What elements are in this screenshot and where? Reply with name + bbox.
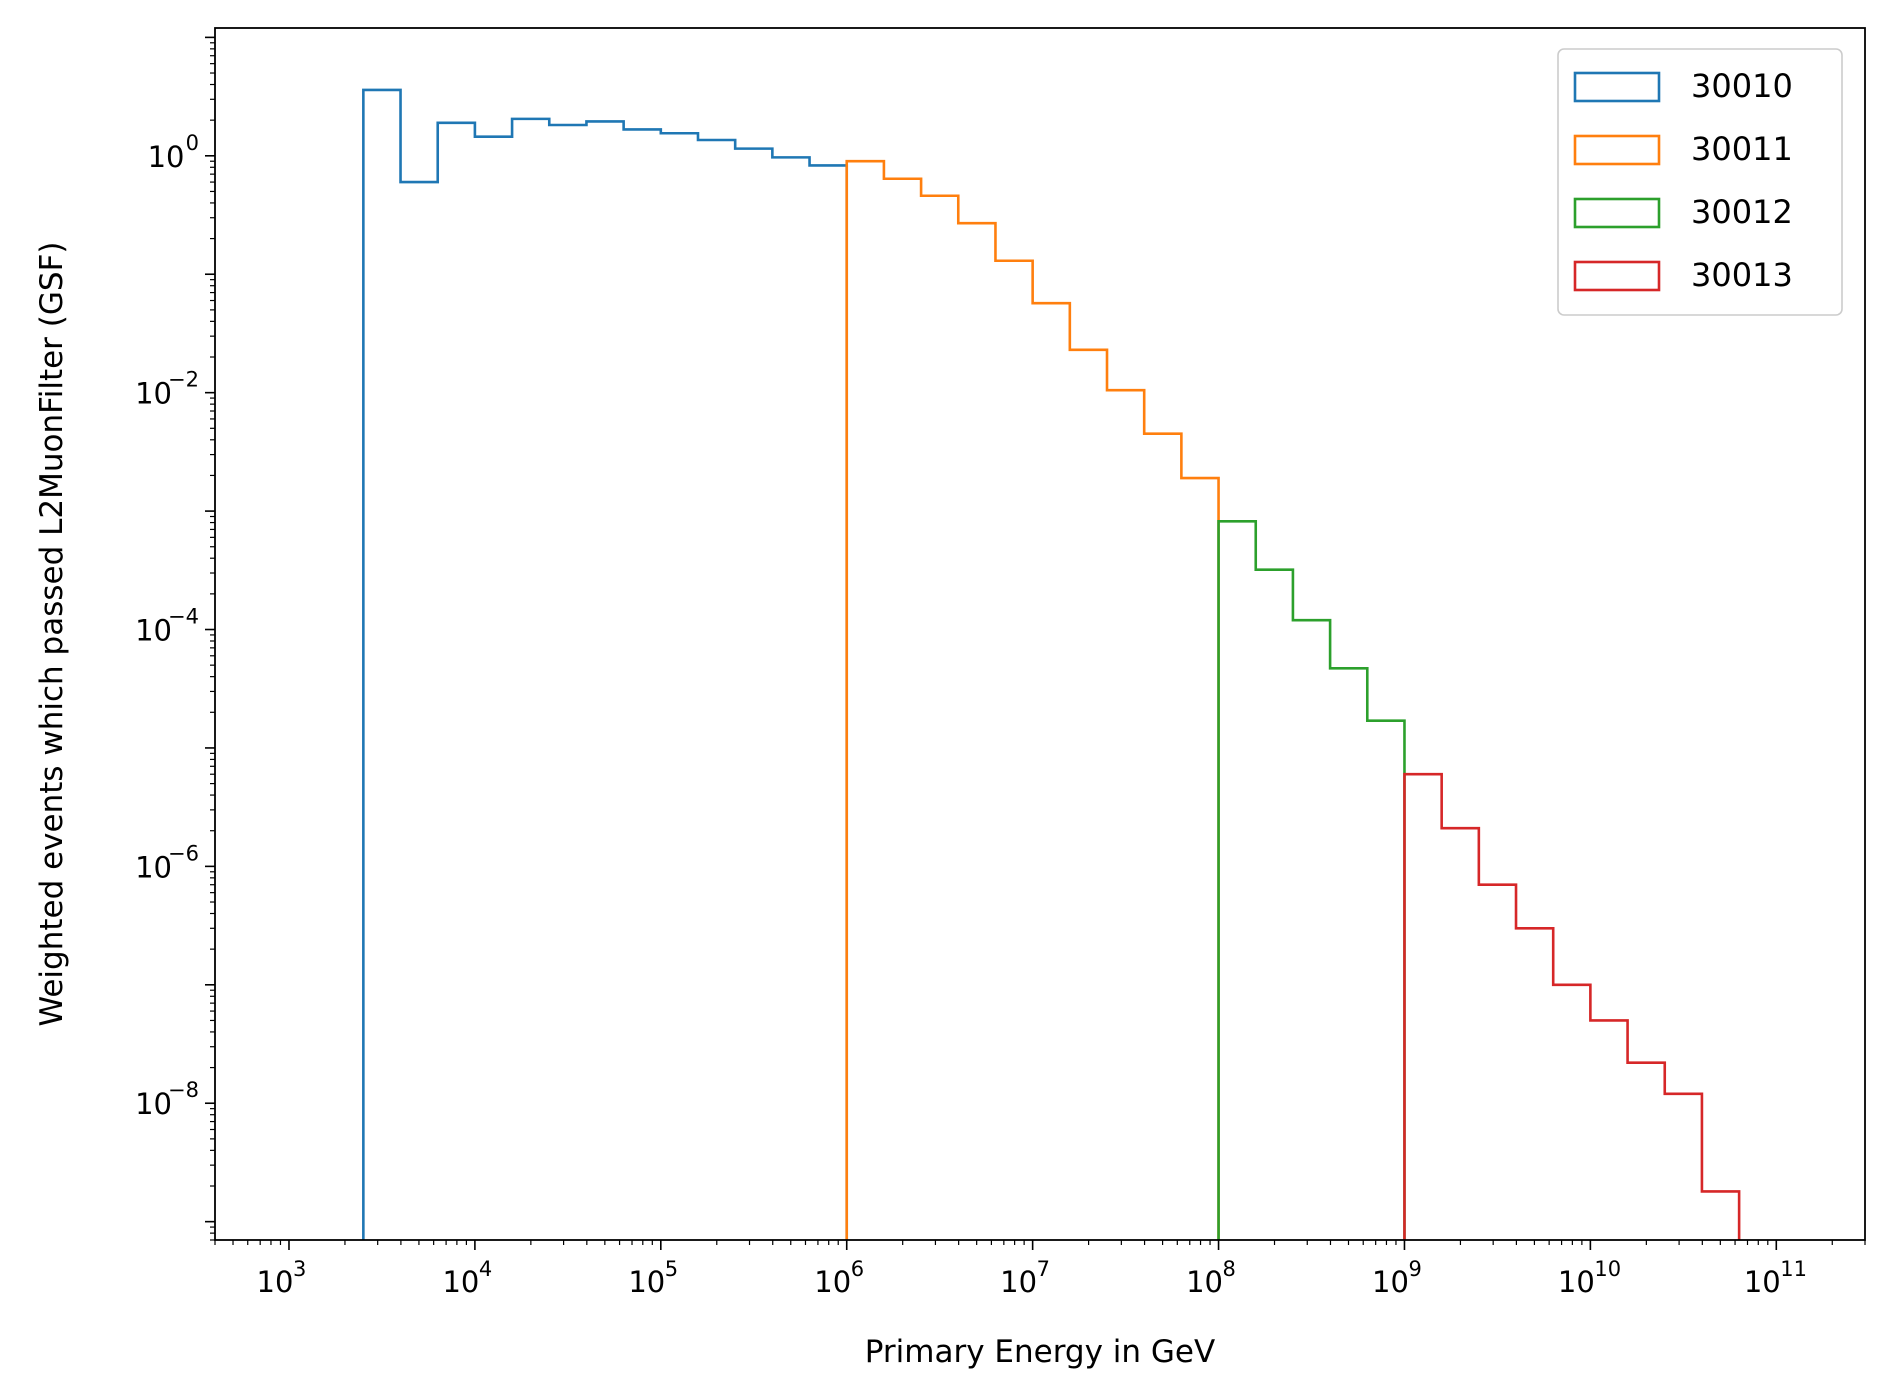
legend-swatch-30010 bbox=[1573, 71, 1661, 103]
x-tick-exponent: 11 bbox=[1780, 1257, 1807, 1281]
x-tick-label: 10 bbox=[1558, 1265, 1595, 1299]
x-tick-label: 10 bbox=[1000, 1265, 1037, 1299]
legend-label-30012: 30012 bbox=[1691, 193, 1793, 231]
plot-frame bbox=[214, 27, 1866, 1241]
legend-label-30013: 30013 bbox=[1691, 256, 1793, 294]
y-tick-label: 10 bbox=[135, 377, 172, 411]
x-tick-label: 10 bbox=[1372, 1265, 1409, 1299]
y-axis-label: Weighted events which passed L2MuonFilte… bbox=[34, 242, 70, 1027]
x-tick-exponent: 10 bbox=[1594, 1257, 1621, 1281]
series-30010-line bbox=[362, 88, 849, 1240]
y-tick-label: 10 bbox=[148, 140, 185, 174]
x-tick-label: 10 bbox=[628, 1265, 665, 1299]
legend-swatch-30012 bbox=[1573, 197, 1661, 229]
y-tick-exponent: −6 bbox=[168, 841, 199, 865]
x-tick-exponent: 4 bbox=[479, 1257, 492, 1281]
x-tick-label: 10 bbox=[257, 1265, 294, 1299]
x-tick-exponent: 5 bbox=[665, 1257, 678, 1281]
legend-label-30010: 30010 bbox=[1691, 67, 1793, 105]
x-tick-exponent: 6 bbox=[851, 1257, 864, 1281]
y-tick-exponent: −8 bbox=[168, 1078, 199, 1102]
legend-swatch-30011 bbox=[1573, 134, 1661, 166]
legend-box bbox=[1557, 48, 1843, 316]
legend-swatch-30013 bbox=[1573, 260, 1661, 292]
series-30012-line bbox=[1217, 520, 1406, 1240]
y-tick-label: 10 bbox=[135, 1087, 172, 1121]
x-axis-ticks: 10 3 10 4 10 5 10 6 10 7 10 8 10 9 10 10 10 11 bbox=[214, 1240, 1866, 1299]
y-tick-exponent: 0 bbox=[186, 131, 199, 155]
series-30011-line bbox=[845, 159, 1220, 1240]
y-tick-label: 10 bbox=[135, 614, 172, 648]
x-tick-label: 10 bbox=[1744, 1265, 1781, 1299]
y-tick-exponent: −2 bbox=[168, 368, 199, 392]
y-tick-exponent: −4 bbox=[168, 605, 199, 629]
x-tick-label: 10 bbox=[442, 1265, 479, 1299]
y-axis-ticks: 010−210−410−610−810 bbox=[135, 36, 215, 1241]
x-axis-label: Primary Energy in GeV bbox=[865, 1334, 1215, 1370]
x-tick-label: 10 bbox=[1186, 1265, 1223, 1299]
y-tick-label: 10 bbox=[135, 850, 172, 884]
x-tick-exponent: 8 bbox=[1223, 1257, 1236, 1281]
x-tick-exponent: 3 bbox=[293, 1257, 306, 1281]
x-tick-exponent: 9 bbox=[1408, 1257, 1421, 1281]
series-30013-line bbox=[1403, 772, 1741, 1240]
legend-label-30011: 30011 bbox=[1691, 130, 1793, 168]
legend: 30010 30011 30012 30013 bbox=[1557, 48, 1843, 316]
series-layer bbox=[362, 88, 1741, 1240]
x-tick-label: 10 bbox=[814, 1265, 851, 1299]
x-tick-exponent: 7 bbox=[1037, 1257, 1050, 1281]
